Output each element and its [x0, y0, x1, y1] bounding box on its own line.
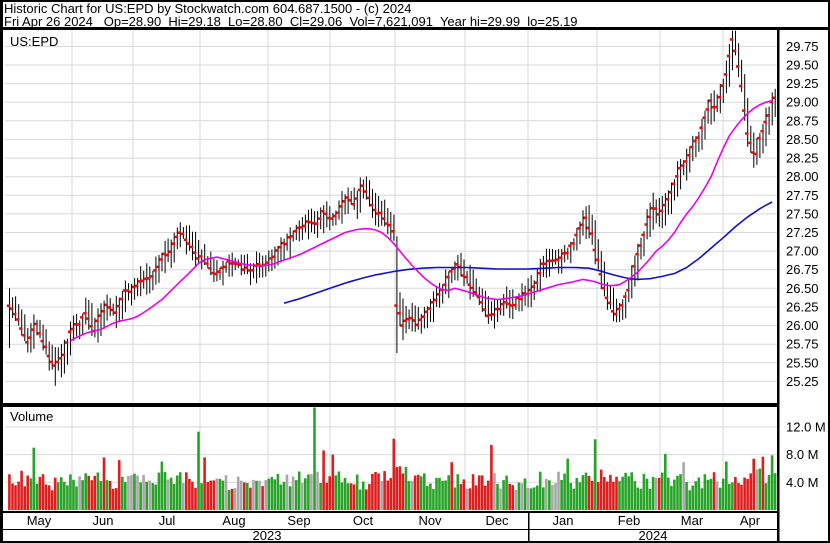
grid-lines — [5, 30, 777, 510]
month-label: Aug — [222, 513, 245, 528]
month-label: Feb — [618, 513, 640, 528]
price-tick-label: 28.75 — [786, 113, 819, 128]
month-label: Oct — [353, 513, 374, 528]
price-tick-label: 29.50 — [786, 58, 819, 73]
quote-summary-line: Fri Apr 26 2024 Op=28.90 Hi=29.18 Lo=28.… — [4, 14, 578, 29]
year-label: 2023 — [253, 528, 282, 543]
month-label: Jul — [159, 513, 176, 528]
price-tick-label: 26.50 — [786, 281, 819, 296]
month-label: Jan — [553, 513, 574, 528]
volume-tick-label: 8.0 M — [786, 447, 819, 462]
month-label: Sep — [287, 513, 310, 528]
price-tick-label: 28.50 — [786, 132, 819, 147]
price-tick-label: 27.25 — [786, 225, 819, 240]
price-tick-label: 26.25 — [786, 300, 819, 315]
price-tick-label: 28.25 — [786, 151, 819, 166]
month-axis-labels: May Jun Jul Aug Sep Oct Nov Dec Jan Feb Mar Apr — [27, 513, 761, 528]
year-label: 2024 — [639, 528, 668, 543]
month-label: May — [27, 513, 52, 528]
volume-tick-label: 12.0 M — [786, 419, 826, 434]
ma-fast-line — [70, 99, 773, 342]
price-tick-label: 27.00 — [786, 244, 819, 259]
price-tick-label: 27.50 — [786, 206, 819, 221]
price-tick-label: 25.50 — [786, 355, 819, 370]
price-axis-labels: 29.75 29.50 29.25 29.00 28.75 28.50 28.25 28.00… — [786, 39, 819, 389]
ma-slow-line — [283, 201, 773, 304]
month-label: Apr — [740, 513, 761, 528]
price-tick-label: 28.00 — [786, 169, 819, 184]
header-divider — [0, 27, 830, 30]
month-label: Dec — [485, 513, 509, 528]
month-label: Mar — [681, 513, 704, 528]
price-tick-label: 27.75 — [786, 188, 819, 203]
volume-tick-label: 4.0 M — [786, 475, 819, 490]
price-tick-label: 25.75 — [786, 337, 819, 352]
price-tick-label: 29.25 — [786, 76, 819, 91]
panel-borders — [0, 30, 780, 543]
month-label: Nov — [418, 513, 442, 528]
chart-title: Historic Chart for US:EPD by Stockwatch.… — [4, 1, 412, 16]
price-tick-label: 26.00 — [786, 318, 819, 333]
year-axis-labels: 2023 2024 — [253, 528, 668, 543]
price-tick-label: 29.00 — [786, 95, 819, 110]
volume-axis-labels: 12.0 M 8.0 M 4.0 M — [786, 419, 826, 489]
close-tick-marks — [6, 38, 776, 367]
price-tick-label: 26.75 — [786, 262, 819, 277]
price-tick-label: 29.75 — [786, 39, 819, 54]
symbol-label: US:EPD — [10, 34, 59, 49]
price-tick-label: 25.25 — [786, 374, 819, 389]
volume-panel-label: Volume — [10, 409, 54, 424]
volume-bars — [8, 407, 777, 510]
month-label: Jun — [93, 513, 114, 528]
